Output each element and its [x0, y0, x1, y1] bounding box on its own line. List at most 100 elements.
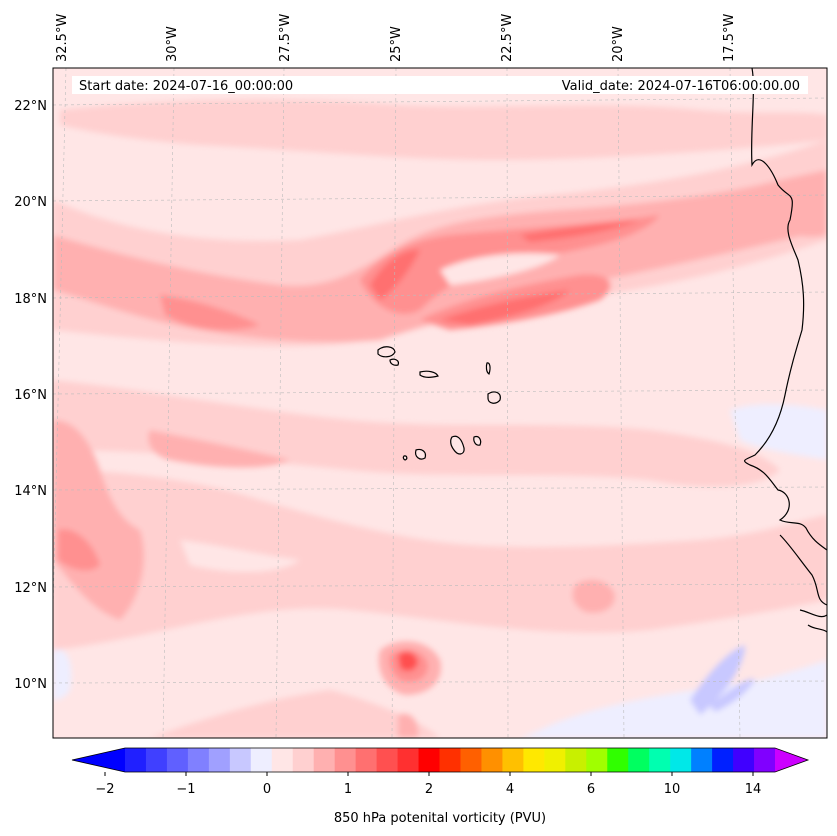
colorbar-swatch [334, 748, 357, 772]
pv-core [520, 220, 640, 242]
pv-band-level-2 [398, 713, 419, 738]
island-santo-antao [377, 346, 396, 358]
colorbar-swatch [544, 748, 566, 772]
colorbar-swatch [565, 748, 587, 772]
start-date-label: Start date: 2024-07-16_00:00:00 [79, 79, 293, 94]
colorbar-swatch [187, 748, 210, 772]
pv-band-level-2 [572, 579, 615, 613]
lat-label: 22°N [14, 99, 47, 114]
island-brava [402, 455, 408, 461]
longitude-labels: 32.5°W 30°W 27.5°W 25°W 22.5°W 20°W 17.5… [55, 14, 737, 62]
cape-verde-islands [377, 346, 501, 461]
colorbar-swatch [292, 748, 315, 772]
colorbar-swatch [125, 748, 147, 772]
colorbar-swatch [481, 748, 503, 772]
colorbar-label: 850 hPa potenital vorticity (PVU) [334, 811, 546, 826]
colorbar-swatch [733, 748, 755, 772]
cb-tick-label: 0 [263, 782, 271, 797]
negative-pv-patch [53, 649, 72, 700]
negative-pv-streak [710, 679, 755, 712]
pv-band-level-3 [160, 295, 260, 331]
colorbar-swatch [355, 748, 378, 772]
pv-band-level-1 [53, 470, 827, 650]
cb-tick-label: 14 [745, 782, 762, 797]
pv-band-level-3 [360, 215, 660, 314]
island-sao-nicolau [419, 370, 439, 378]
island-maio [473, 435, 482, 446]
negative-pv-patch [730, 404, 827, 460]
pv-band-level-1 [150, 690, 440, 738]
lon-label: 22.5°W [500, 14, 515, 62]
africa-coast-south [779, 534, 827, 633]
cb-tick-label: 4 [506, 782, 514, 797]
cb-tick-label: −2 [95, 782, 114, 797]
pv-low-tongue [440, 253, 560, 285]
lon-label: 25°W [389, 26, 404, 62]
map-panel [53, 68, 827, 738]
lat-label: 16°N [14, 388, 47, 403]
map-frame [52, 67, 828, 739]
colorbar-swatches [125, 748, 776, 772]
valid-date-label: Valid_date: 2024-07-16T06:00:00.00 [562, 79, 800, 94]
pv-low-tongue [180, 540, 300, 572]
pv-contour-fill [53, 99, 827, 738]
colorbar-swatch [607, 748, 629, 772]
colorbar-swatch [250, 748, 273, 772]
graticule [53, 68, 827, 738]
lat-label: 18°N [14, 292, 47, 307]
colorbar-swatch [502, 748, 524, 772]
pv-band-level-1 [53, 380, 780, 487]
colorbar-swatch [649, 748, 671, 772]
lat-label: 14°N [14, 484, 47, 499]
colorbar-swatch [313, 748, 336, 772]
island-sal [485, 362, 491, 375]
lon-label: 30°W [165, 26, 180, 62]
cb-tick-label: −1 [176, 782, 195, 797]
cb-tick-label: 1 [344, 782, 352, 797]
island-fogo [415, 448, 427, 460]
colorbar-swatch [439, 748, 461, 772]
island-boa-vista [487, 391, 501, 404]
island-sao-vicente [389, 358, 399, 366]
colorbar-swatch [397, 748, 420, 772]
colorbar-swatch [418, 748, 441, 772]
colorbar-outline [71, 747, 810, 773]
colorbar-swatch [376, 748, 399, 772]
colorbar-swatch [523, 748, 545, 772]
colorbar-tick-labels: −2 −1 0 1 2 4 6 10 14 [95, 782, 761, 797]
coastlines [743, 68, 827, 633]
colorbar-swatch [229, 748, 252, 772]
lon-label: 20°W [611, 26, 626, 62]
cb-tick-label: 6 [587, 782, 595, 797]
colorbar-swatch [166, 748, 189, 772]
lat-label: 10°N [14, 677, 47, 692]
colorbar: −2 −1 0 1 2 4 6 10 14 850 hPa potenital … [71, 747, 810, 826]
lat-label: 20°N [14, 195, 47, 210]
pv-core [440, 290, 570, 325]
pv-band-level-1 [60, 99, 827, 160]
colorbar-ticks [104, 772, 754, 776]
colorbar-swatch [145, 748, 168, 772]
negative-pv-patch [520, 660, 827, 738]
latitude-labels: 22°N 20°N 18°N 16°N 14°N 12°N 10°N [14, 99, 47, 692]
colorbar-swatch [460, 748, 482, 772]
lat-label: 12°N [14, 581, 47, 596]
pv-band-level-2 [148, 430, 290, 468]
colorbar-swatch [271, 748, 294, 772]
colorbar-swatch [754, 748, 776, 772]
pv-core [398, 651, 418, 671]
colorbar-swatch [712, 748, 734, 772]
colorbar-over-arrow [775, 748, 808, 772]
pv-band-level-2 [770, 186, 827, 237]
cb-tick-label: 10 [664, 782, 681, 797]
pv-band-level-2 [53, 420, 144, 620]
africa-coast [743, 68, 827, 551]
colorbar-swatch [670, 748, 692, 772]
colorbar-swatch [586, 748, 608, 772]
lon-label: 27.5°W [278, 14, 293, 62]
lon-label: 32.5°W [55, 14, 70, 62]
colorbar-swatch [628, 748, 650, 772]
colorbar-under-arrow [72, 748, 125, 772]
negative-pv-streak [690, 645, 745, 715]
